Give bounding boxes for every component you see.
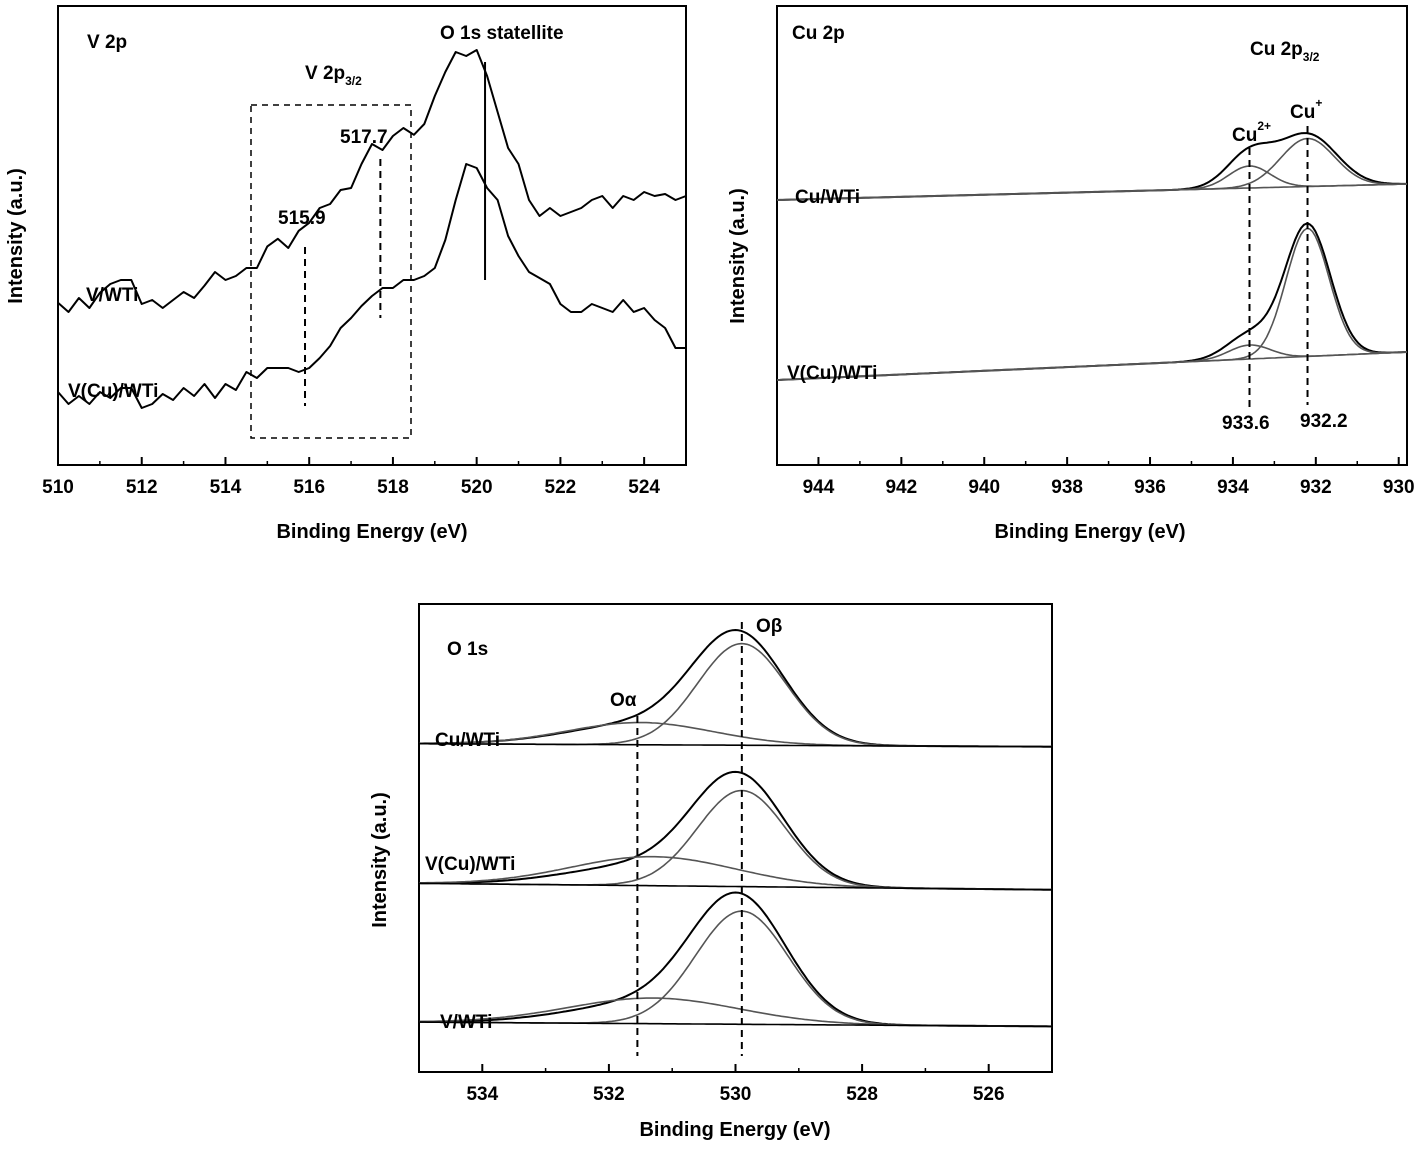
panel-cu2p-label: Cu 2p bbox=[792, 23, 845, 44]
panel-o1s-frame bbox=[418, 603, 1053, 1073]
x-tick-label-522: 522 bbox=[545, 477, 577, 498]
panel-v2p: 510 512 514 516 518 520 522 524 V 2p V 2p3/2 O … bbox=[5, 5, 687, 543]
panel-v2p-label: V 2p bbox=[87, 32, 127, 53]
series-label-cu-wti: Cu/WTi bbox=[795, 187, 860, 208]
panel-o1s-xlabel: Binding Energy (eV) bbox=[639, 1119, 830, 1141]
x-tick-label-942: 942 bbox=[885, 477, 917, 498]
panel-v2p-ticks: 510 512 514 516 518 520 522 524 bbox=[42, 457, 687, 498]
x-tick-label-524: 524 bbox=[628, 477, 660, 498]
value-933-6-label: 933.6 bbox=[1222, 413, 1270, 434]
x-tick-label-530: 530 bbox=[720, 1084, 752, 1105]
o1s-satellite-label: O 1s statellite bbox=[440, 23, 564, 44]
cu2p32-region-label: Cu 2p3/2 bbox=[1250, 39, 1320, 64]
x-tick-label-936: 936 bbox=[1134, 477, 1166, 498]
series-label-cu-wti-c: Cu/WTi bbox=[435, 730, 500, 751]
panel-cu2p-xlabel: Binding Energy (eV) bbox=[994, 521, 1185, 543]
series-cu-wti-fit-1 bbox=[776, 165, 1408, 201]
x-tick-label-944: 944 bbox=[803, 477, 835, 498]
x-tick-label-528: 528 bbox=[846, 1084, 878, 1105]
x-tick-label-534: 534 bbox=[466, 1084, 498, 1105]
v2p32-region-label-main: V 2p bbox=[305, 63, 345, 84]
panel-o1s-series bbox=[418, 629, 1052, 1028]
panel-v2p-ylabel: Intensity (a.u.) bbox=[5, 168, 27, 304]
series-v-wti-fit-9 bbox=[419, 910, 1052, 1028]
panel-o1s-ticks: 534 532 530 528 526 bbox=[418, 1064, 1053, 1105]
x-tick-label-930: 930 bbox=[1383, 477, 1415, 498]
x-tick-label-932: 932 bbox=[1300, 477, 1332, 498]
panel-o1s-marker-lines bbox=[636, 622, 743, 1056]
x-tick-label-516: 516 bbox=[293, 477, 325, 498]
panel-cu2p-frame bbox=[776, 5, 1408, 466]
series-cu-wti-fit-2 bbox=[776, 137, 1408, 201]
v2p32-region-label-sub: 3/2 bbox=[345, 74, 362, 88]
x-tick-label-938: 938 bbox=[1051, 477, 1083, 498]
panel-v2p-xlabel: Binding Energy (eV) bbox=[276, 521, 467, 543]
x-tick-label-526: 526 bbox=[973, 1084, 1005, 1105]
panel-cu2p-ticks: 944 942 940 938 936 934 932 930 bbox=[776, 457, 1415, 498]
series-cu-wti-envelope-0 bbox=[776, 132, 1407, 201]
series-label-v-cu-wti-c: V(Cu)/WTi bbox=[425, 854, 515, 875]
peak-517-7-label: 517.7 bbox=[340, 127, 388, 148]
x-tick-label-510: 510 bbox=[42, 477, 74, 498]
series-v-wti-line-0 bbox=[57, 49, 687, 313]
x-tick-label-512: 512 bbox=[126, 477, 158, 498]
panel-v2p-frame bbox=[57, 5, 687, 466]
series-v-cu-wti-fit-5 bbox=[776, 227, 1408, 381]
series-label-v-cu-wti: V(Cu)/WTi bbox=[68, 381, 158, 402]
cu2p32-region-label-sub: 3/2 bbox=[1303, 50, 1320, 64]
panel-cu2p-series bbox=[776, 132, 1408, 381]
o-alpha-label: Oα bbox=[610, 690, 637, 711]
v2p32-region-label: V 2p3/2 bbox=[305, 63, 362, 88]
panel-cu2p-ylabel: Intensity (a.u.) bbox=[727, 188, 749, 324]
cu2plus-label-sup: 2+ bbox=[1257, 119, 1271, 133]
series-cu-wti-fit-1 bbox=[419, 642, 1052, 748]
series-v-cu-wti-baseline-7 bbox=[776, 351, 1408, 381]
series-v-cu-wti-baseline-7 bbox=[418, 882, 1052, 891]
panel-o1s: 534 532 530 528 526 O 1s Oα Oβ Cu/WTi V(Cu)/… bbox=[369, 603, 1053, 1141]
cuplus-label-main: Cu bbox=[1290, 102, 1315, 123]
x-tick-label-940: 940 bbox=[968, 477, 1000, 498]
panel-cu2p-marker-lines bbox=[1248, 126, 1309, 411]
panel-o1s-ylabel: Intensity (a.u.) bbox=[369, 792, 391, 928]
value-932-2-label: 932.2 bbox=[1300, 411, 1348, 432]
cuplus-label: Cu+ bbox=[1290, 96, 1322, 123]
panel-v2p-marker-lines bbox=[304, 62, 487, 406]
o-beta-label: Oβ bbox=[756, 616, 782, 637]
series-cu-wti-baseline-6 bbox=[776, 183, 1408, 201]
series-v-cu-wti-line-1 bbox=[57, 163, 686, 409]
series-cu-wti-fit-2 bbox=[419, 721, 1052, 748]
x-tick-label-532: 532 bbox=[593, 1084, 625, 1105]
peak-515-9-label: 515.9 bbox=[278, 208, 326, 229]
series-cu-wti-envelope-0 bbox=[419, 629, 1052, 748]
cuplus-label-sup: + bbox=[1315, 96, 1322, 110]
x-tick-label-514: 514 bbox=[210, 477, 242, 498]
cu2plus-label-main: Cu bbox=[1232, 125, 1257, 146]
panel-o1s-label: O 1s bbox=[447, 639, 488, 660]
x-tick-label-934: 934 bbox=[1217, 477, 1249, 498]
series-label-v-wti: V/WTi bbox=[86, 285, 138, 306]
panel-v2p-series bbox=[57, 49, 687, 409]
x-tick-label-518: 518 bbox=[377, 477, 409, 498]
series-cu-wti-baseline-3 bbox=[419, 742, 1052, 748]
x-tick-label-520: 520 bbox=[461, 477, 493, 498]
v2p32-region-box bbox=[250, 104, 412, 439]
cu2p32-region-label-main: Cu 2p bbox=[1250, 39, 1303, 60]
series-v-wti-baseline-11 bbox=[419, 1021, 1052, 1028]
series-label-v-wti-c: V/WTi bbox=[440, 1012, 492, 1033]
cu2plus-label: Cu2+ bbox=[1232, 119, 1271, 146]
series-label-v-cu-wti-b: V(Cu)/WTi bbox=[787, 363, 877, 384]
panel-cu2p: 944 942 940 938 936 934 932 930 Cu 2p Cu 2p3/2 … bbox=[727, 5, 1415, 543]
